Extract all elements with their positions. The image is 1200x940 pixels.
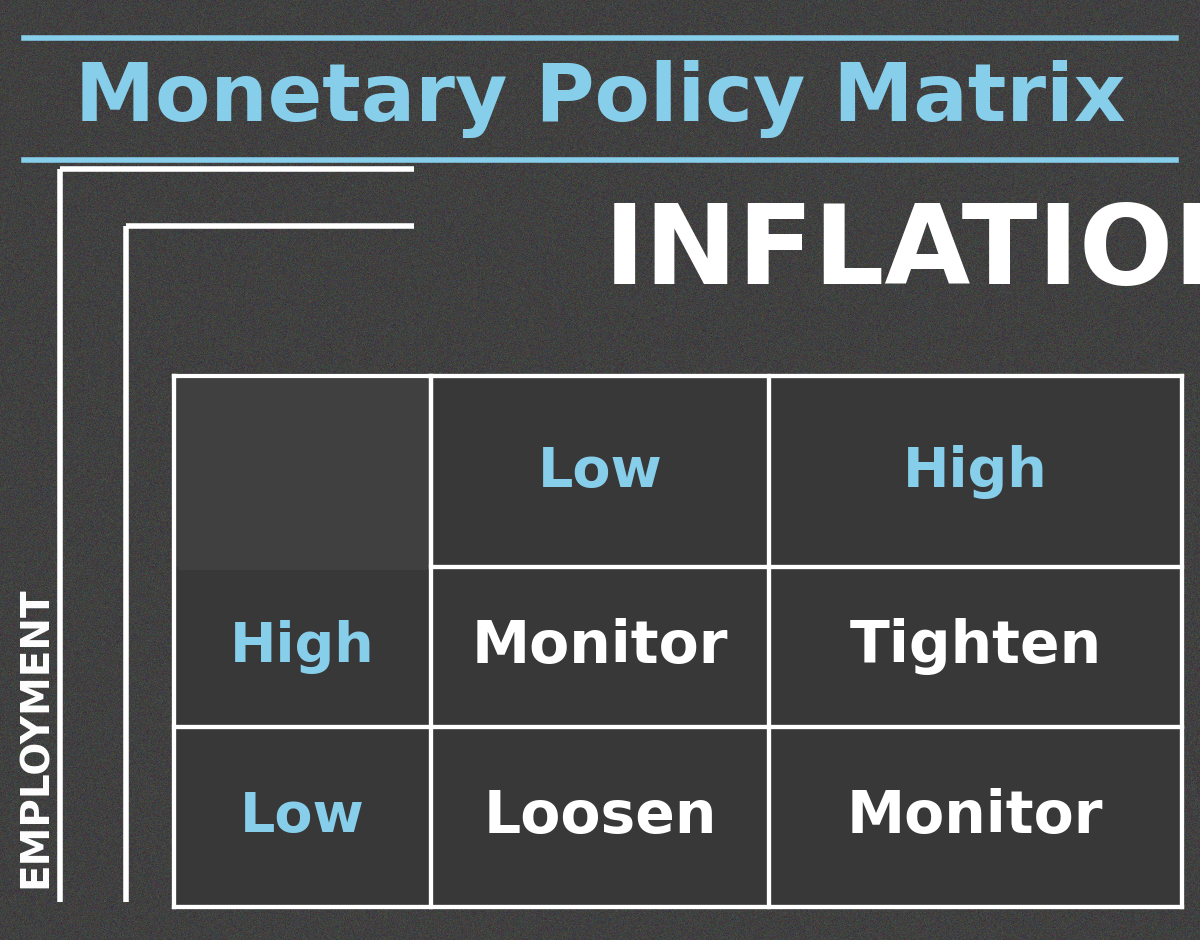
Text: High: High (230, 619, 374, 674)
Text: Low: Low (538, 445, 662, 498)
Text: Loosen: Loosen (484, 789, 716, 845)
Bar (769, 567, 1182, 727)
Bar (174, 727, 431, 907)
Bar (769, 376, 1182, 567)
Text: Monitor: Monitor (472, 619, 728, 675)
Text: High: High (902, 445, 1048, 498)
Bar (769, 727, 1182, 907)
Text: INFLATION: INFLATION (605, 200, 1200, 307)
Bar (431, 567, 769, 727)
Text: Monetary Policy Matrix: Monetary Policy Matrix (74, 60, 1126, 137)
Bar (431, 727, 769, 907)
Text: Low: Low (240, 790, 365, 844)
Text: Monitor: Monitor (847, 789, 1104, 845)
Bar (178, 373, 427, 570)
Bar (431, 376, 769, 567)
Text: Tighten: Tighten (850, 619, 1102, 675)
Bar (174, 567, 431, 727)
Text: EMPLOYMENT: EMPLOYMENT (17, 587, 55, 888)
Bar (174, 376, 431, 567)
